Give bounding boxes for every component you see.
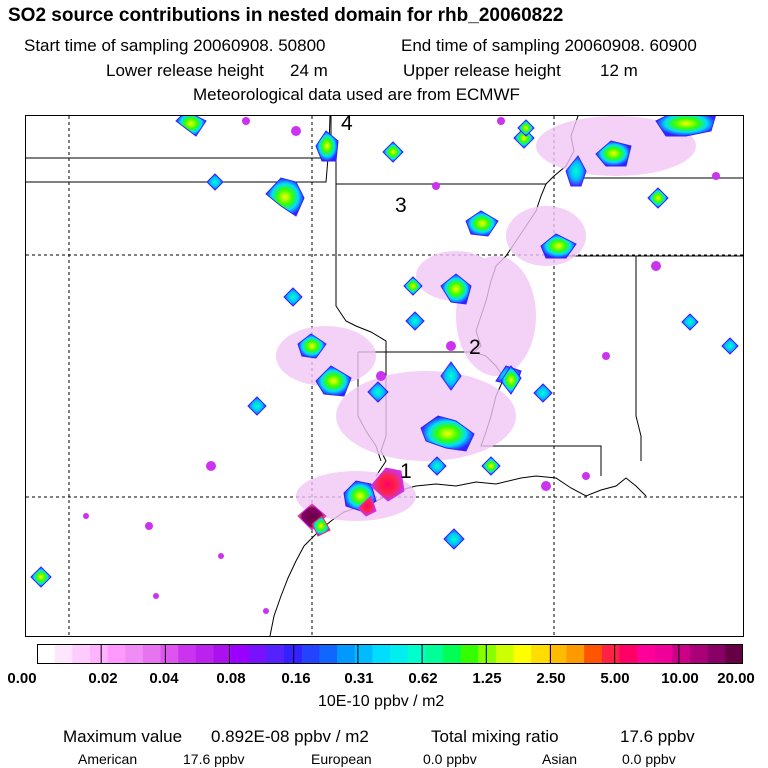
colorbar-swatch — [566, 644, 585, 664]
total-mixing-label: Total mixing ratio — [431, 727, 559, 746]
colorbar-swatch — [107, 644, 126, 664]
colorbar-swatch — [407, 644, 426, 664]
colorbar-swatch — [531, 644, 550, 664]
colorbar-swatch — [301, 644, 320, 664]
colorbar-tick: 0.00 — [7, 670, 37, 687]
colorbar-tick: 0.62 — [408, 670, 438, 687]
colorbar-tick: 0.16 — [281, 670, 311, 687]
colorbar-swatch — [619, 644, 638, 664]
colorbar-swatch — [442, 644, 462, 664]
colorbar-swatch — [125, 644, 144, 664]
colorbar-swatch — [390, 644, 409, 664]
max-value-label: Maximum value — [63, 727, 183, 746]
colorbar-swatch — [195, 644, 214, 664]
colorbar-tick: 2.50 — [536, 670, 566, 687]
so2-plumes — [30, 116, 739, 614]
colorbar-swatch — [478, 644, 497, 664]
colorbar-swatch — [213, 644, 232, 664]
upper-release-value: 12 m — [600, 61, 638, 80]
colorbar-swatch — [354, 644, 373, 664]
colorbar-swatch — [425, 644, 444, 664]
colorbar-swatch — [672, 644, 691, 664]
met-data-text: Meteorological data used are from ECMWF — [193, 85, 520, 104]
upper-release-label: Upper release height — [403, 61, 561, 80]
colorbar-swatch — [37, 644, 56, 664]
colorbar-swatch — [372, 644, 391, 664]
max-value: 0.892E-08 ppbv / m2 — [211, 727, 369, 746]
site-label-1: 1 — [400, 460, 412, 483]
colorbar-swatch — [690, 644, 709, 664]
map-panel[interactable]: 1 2 3 4 — [25, 115, 744, 637]
end-time-text: End time of sampling 20060908. 60900 — [401, 36, 697, 55]
colorbar-tick: 0.31 — [344, 670, 374, 687]
total-mixing-value: 17.6 ppbv — [620, 727, 695, 746]
colorbar-tick: 5.00 — [600, 670, 630, 687]
american-value: 17.6 ppbv — [183, 751, 245, 767]
map-canvas — [26, 116, 743, 636]
colorbar-border — [37, 644, 743, 664]
plot-title: SO2 source contributions in nested domai… — [8, 5, 564, 26]
colorbar-swatch — [460, 644, 479, 664]
colorbar-units: 10E-10 ppbv / m2 — [318, 693, 445, 710]
colorbar-swatch — [725, 644, 743, 664]
colorbar-swatch — [707, 644, 726, 664]
colorbar-swatch — [178, 644, 197, 664]
colorbar-swatch — [601, 644, 620, 664]
colorbar-swatch — [142, 644, 162, 664]
european-label: European — [311, 751, 372, 767]
asian-label: Asian — [542, 751, 578, 767]
site-label-4: 4 — [341, 115, 353, 135]
colorbar-swatch — [160, 644, 179, 664]
colorbar-tick: 20.00 — [717, 670, 755, 687]
colorbar-swatch — [231, 644, 250, 664]
colorbar-swatch — [89, 644, 109, 664]
colorbar-swatch — [584, 644, 603, 664]
colorbar-swatch — [513, 644, 532, 664]
colorbar-swatch — [548, 644, 567, 664]
colorbar-tick: 0.02 — [88, 670, 118, 687]
colorbar-swatch — [72, 644, 91, 664]
colorbar-swatch — [248, 644, 267, 664]
colorbar-swatch — [266, 644, 285, 664]
lower-release-label: Lower release height — [106, 61, 264, 80]
colorbar-tick: 1.25 — [472, 670, 502, 687]
site-label-3: 3 — [395, 194, 407, 217]
colorbar-tick: 10.00 — [661, 670, 699, 687]
site-label-2: 2 — [469, 336, 481, 359]
colorbar-swatch — [319, 644, 338, 664]
european-value: 0.0 ppbv — [423, 751, 477, 767]
lower-release-value: 24 m — [290, 61, 328, 80]
colorbar-tick: 0.08 — [216, 670, 246, 687]
colorbar-tick: 0.04 — [149, 670, 179, 687]
american-label: American — [78, 751, 138, 767]
colorbar-swatch — [637, 644, 656, 664]
colorbar — [37, 644, 743, 664]
asian-value: 0.0 ppbv — [622, 751, 676, 767]
colorbar-swatch — [337, 644, 356, 664]
colorbar-swatch — [284, 644, 303, 664]
start-time-text: Start time of sampling 20060908. 50800 — [24, 36, 326, 55]
colorbar-swatch — [654, 644, 673, 664]
colorbar-swatch — [495, 644, 515, 664]
colorbar-swatch — [54, 644, 73, 664]
